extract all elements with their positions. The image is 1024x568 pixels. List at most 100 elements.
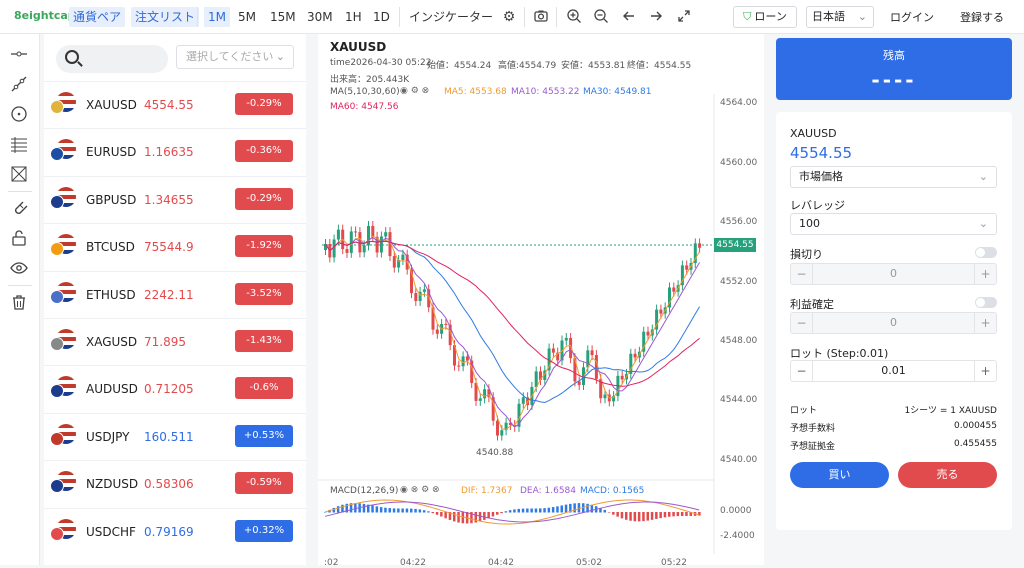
macd-bar: [448, 512, 452, 520]
lock-icon[interactable]: [9, 229, 29, 249]
language-select[interactable]: 日本語 ⌄: [806, 6, 874, 28]
zoom-in-icon[interactable]: [565, 8, 583, 26]
fibonacci-icon[interactable]: [9, 135, 29, 155]
takeprofit-toggle[interactable]: [975, 297, 997, 308]
market-row-xauusd[interactable]: XAUUSD 4554.55 -0.29%: [44, 81, 306, 128]
candle-body: [362, 245, 366, 253]
market-row-btcusd[interactable]: BTCUSD 75544.9 -1.92%: [44, 223, 306, 270]
timeframe-1m[interactable]: 1M: [204, 7, 230, 27]
secondary-flag-icon: [50, 242, 64, 257]
macd-bar: [379, 507, 383, 513]
takeprofit-stepper[interactable]: − 0 +: [790, 312, 997, 334]
macd-bar: [401, 508, 404, 513]
eye-icon[interactable]: [9, 259, 29, 279]
login-link[interactable]: ログイン: [890, 11, 934, 24]
macd-axis-tick: -2.4000: [720, 531, 755, 541]
market-symbol: USDJPY: [86, 429, 130, 444]
candle-body: [586, 350, 590, 368]
lot-stepper[interactable]: − 0.01 +: [790, 360, 997, 382]
stoploss-toggle[interactable]: [975, 247, 997, 258]
register-link[interactable]: 登録する: [960, 11, 1004, 24]
macd-bar: [371, 505, 374, 513]
candle-body: [573, 358, 577, 382]
timeframe-1h[interactable]: 1H: [345, 10, 362, 24]
indicator-button[interactable]: インジケーター: [409, 10, 494, 24]
plus-icon[interactable]: +: [974, 361, 996, 381]
candle-body: [646, 331, 650, 336]
ma5-readout: MA5: 4553.68: [444, 87, 507, 97]
market-row-audusd[interactable]: AUDUSD 0.71205 -0.6%: [44, 365, 306, 412]
market-filter-select[interactable]: 選択してください ⌄: [176, 45, 294, 69]
pattern-tool-icon[interactable]: [9, 165, 29, 185]
candle-body: [655, 309, 659, 330]
camera-icon[interactable]: [532, 8, 550, 26]
y-axis-tick: 4544.00: [720, 395, 758, 405]
secondary-flag-icon: [50, 100, 64, 114]
plus-icon[interactable]: +: [974, 313, 996, 333]
market-row-ethusd[interactable]: ETHUSD 2242.11 -3.52%: [44, 270, 306, 318]
market-row-gbpusd[interactable]: GBPUSD 1.34655 -0.29%: [44, 175, 306, 223]
circle-tool-icon[interactable]: [9, 105, 29, 125]
orders-button[interactable]: 注文リスト: [131, 7, 200, 27]
candle-body: [547, 348, 551, 371]
trend-line-icon[interactable]: [9, 75, 29, 95]
minus-icon[interactable]: −: [791, 361, 813, 381]
secondary-flag-icon: [50, 147, 64, 162]
macd-bar: [367, 504, 370, 513]
timeframe-1d[interactable]: 1D: [373, 10, 390, 24]
macd-bar: [698, 512, 701, 516]
candle-body: [680, 265, 684, 286]
chart-panel[interactable]: XAUUSD time2026-04-30 05:22 始値：4554.24 高…: [318, 34, 764, 568]
balance-card: 残高 ----: [776, 38, 1012, 100]
candle-body: [444, 323, 448, 325]
candlestick-chart[interactable]: [318, 34, 764, 565]
loan-button[interactable]: ⛉ ローン: [733, 6, 797, 28]
macd-bar: [397, 508, 400, 513]
magnet-icon[interactable]: [9, 199, 29, 219]
minus-icon[interactable]: −: [791, 313, 813, 333]
leverage-select[interactable]: 100 ⌄: [790, 213, 997, 235]
drawing-toolbar: [0, 34, 40, 565]
search-input[interactable]: [56, 45, 168, 73]
market-row-usdchf[interactable]: USDCHF 0.79169 +0.32%: [44, 507, 306, 555]
top-bar: 8eightcap 通貨ペア 注文リスト 1M 5M 15M 30M 1H 1D…: [0, 0, 1024, 34]
current-price-tag: 4554.55: [714, 238, 756, 252]
minus-icon[interactable]: −: [791, 264, 813, 284]
arrow-right-icon[interactable]: [647, 8, 665, 26]
fullscreen-icon[interactable]: [675, 8, 693, 26]
order-type-select[interactable]: 市場価格 ⌄: [790, 166, 997, 188]
ma-visibility-icons[interactable]: ◉ ⚙ ⊗: [400, 86, 430, 96]
plus-icon[interactable]: +: [974, 264, 996, 284]
market-row-nzdusd[interactable]: NZDUSD 0.58306 -0.59%: [44, 460, 306, 507]
macd-bar: [547, 507, 551, 513]
ma5-line: [325, 235, 701, 431]
horizontal-line-icon[interactable]: [9, 45, 29, 65]
market-row-eurusd[interactable]: EURUSD 1.16635 -0.36%: [44, 128, 306, 175]
candle-body: [534, 371, 538, 387]
market-row-xagusd[interactable]: XAGUSD 71.895 -1.43%: [44, 318, 306, 365]
buy-button[interactable]: 買い: [790, 462, 889, 488]
macd-bar: [513, 509, 516, 513]
macd-bar: [332, 507, 336, 513]
sell-button[interactable]: 売る: [898, 462, 997, 488]
macd-axis-tick: 0.0000: [720, 506, 752, 516]
zoom-out-icon[interactable]: [592, 8, 610, 26]
timeframe-5m[interactable]: 5M: [238, 10, 256, 24]
trash-icon[interactable]: [9, 293, 29, 313]
candle-body: [508, 422, 512, 426]
pairs-button[interactable]: 通貨ペア: [69, 7, 126, 27]
x-axis-tick: 04:22: [400, 558, 426, 568]
stoploss-stepper[interactable]: − 0 +: [790, 263, 997, 285]
brand-logo[interactable]: 8eightcap: [14, 9, 76, 22]
timeframe-30m[interactable]: 30M: [307, 10, 333, 24]
macd-bar: [564, 504, 568, 513]
high-readout: 高値:4554.79: [498, 61, 557, 71]
macd-visibility-icons[interactable]: ◉ ⊗ ⚙ ⊗: [400, 485, 440, 495]
timeframe-15m[interactable]: 15M: [270, 10, 296, 24]
arrow-left-icon[interactable]: [620, 8, 638, 26]
candle-body: [375, 236, 379, 253]
gear-icon[interactable]: ⚙: [502, 9, 516, 25]
market-row-usdjpy[interactable]: USDJPY 160.511 +0.53%: [44, 412, 306, 460]
candle-body: [422, 289, 426, 292]
candle-body: [672, 287, 676, 292]
